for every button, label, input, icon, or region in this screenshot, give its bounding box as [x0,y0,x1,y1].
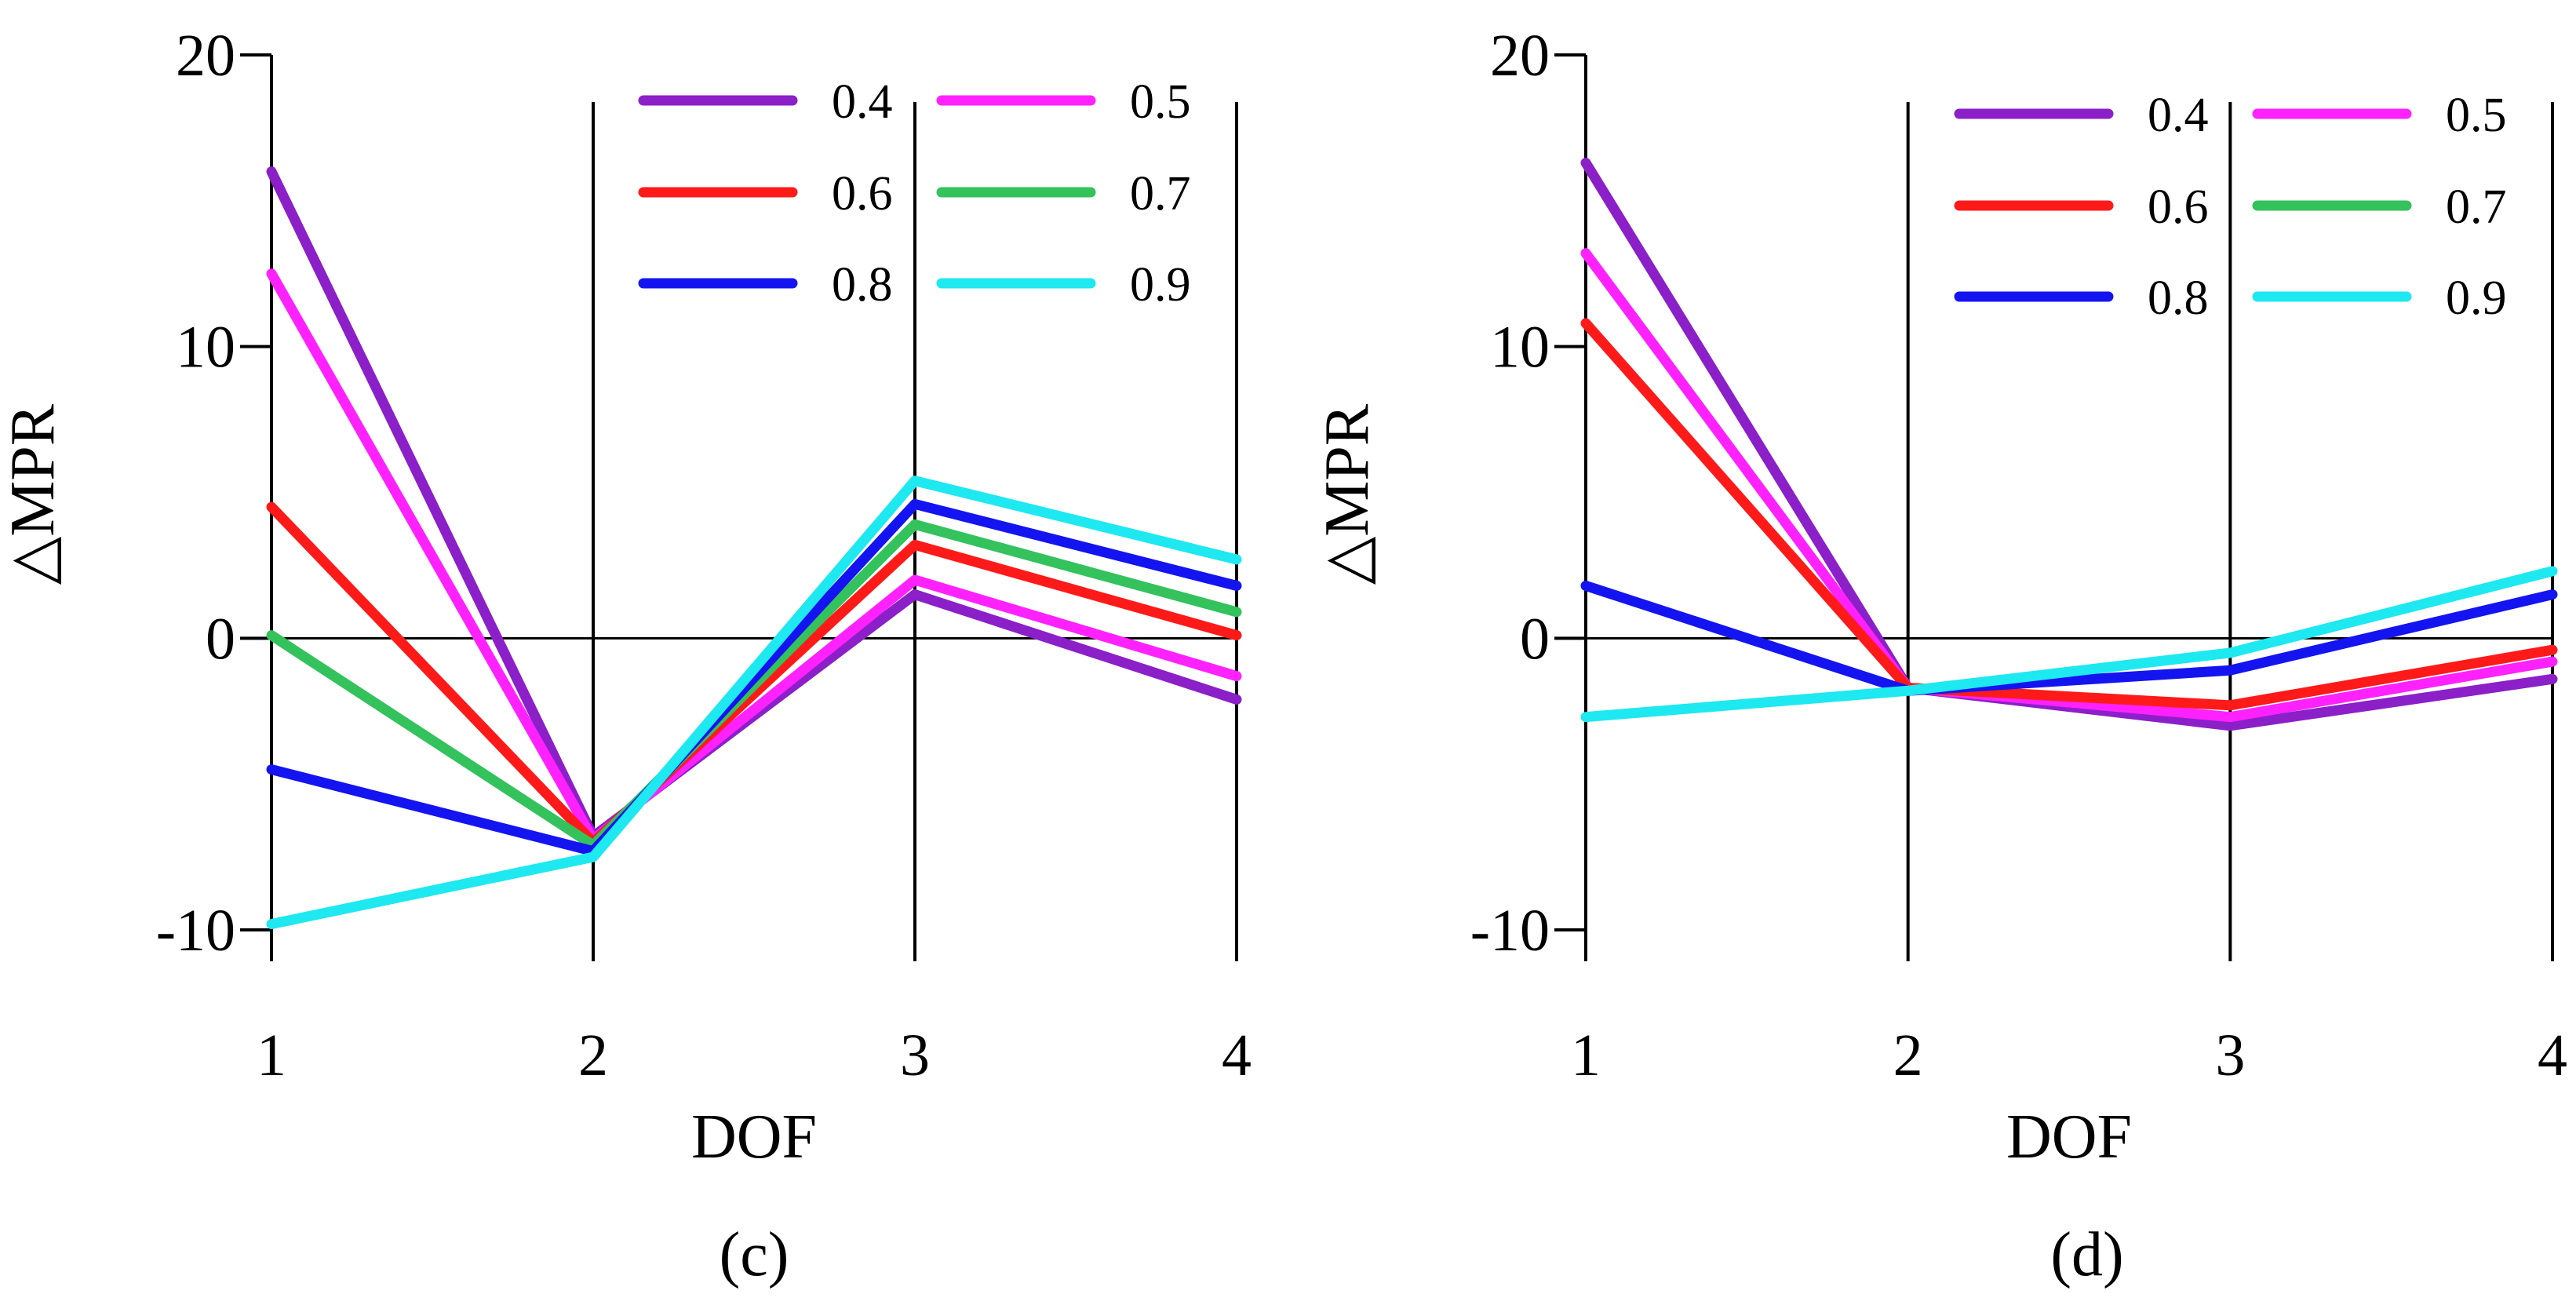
series-line-0-4 [266,166,1242,842]
y-tick-label: 20 [1490,23,1550,89]
y-tick-label: 0 [206,606,235,672]
y-tick-label: 0 [1520,606,1550,672]
legend-label: 0.9 [1130,258,1191,312]
series-line-0-8 [266,498,1242,857]
y-axis-label: △MPR [0,403,67,585]
y-axis-label: △MPR [1313,403,1382,585]
legend-label: 0.8 [2148,272,2209,325]
legend-label: 0.6 [2148,180,2209,234]
panel-c: 20 10 0 -10 1 2 3 4 DOF △MPR (c) 0.4 0.5 0.6 0.7 0.8 0.9 [0,23,1252,1289]
series-line-0-6 [1580,318,2558,711]
y-tick-label: 10 [176,315,235,381]
y-tick-label: 10 [1490,315,1550,381]
y-tick-label: 20 [176,23,235,89]
series-line-0-5 [1580,248,2558,723]
x-axis-label: DOF [2006,1103,2132,1172]
series-line-0-6 [266,501,1242,848]
legend-label: 0.5 [1130,75,1191,129]
legend-label: 0.4 [2148,89,2209,142]
series-line-0-9 [266,476,1242,930]
x-tick-label: 1 [257,1022,286,1088]
legend-label: 0.4 [832,75,893,129]
panel-label: (c) [720,1220,789,1289]
x-tick-label: 4 [1222,1022,1252,1088]
x-tick-label: 1 [1571,1022,1601,1088]
x-tick-label: 3 [2215,1022,2245,1088]
series-line-0-8 [1580,580,2558,696]
x-axis-label: DOF [691,1103,817,1172]
series-line-0-5 [266,268,1242,845]
x-tick-label: 2 [1893,1022,1923,1088]
legend-label: 0.5 [2446,89,2507,142]
panel-d: 20 10 0 -10 1 2 3 4 DOF △MPR (d) 0.4 0.5 0.6 0.7 0.8 0.9 [1313,23,2567,1289]
y-tick-label: -10 [1470,898,1550,964]
series-line-0-9 [1580,566,2558,723]
legend-label: 0.6 [832,167,893,221]
legend-label: 0.9 [2446,272,2507,325]
legend-label: 0.7 [1130,167,1191,221]
y-tick-label: -10 [156,898,235,964]
legend-label: 0.7 [2446,180,2507,234]
x-tick-label: 3 [900,1022,930,1088]
x-tick-label: 2 [578,1022,608,1088]
legend-label: 0.8 [832,258,893,312]
panel-label: (d) [2050,1220,2123,1289]
x-tick-label: 4 [2538,1022,2567,1088]
